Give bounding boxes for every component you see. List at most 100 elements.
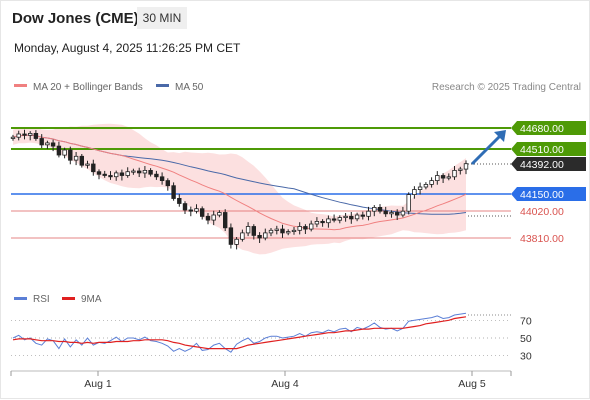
candle-up xyxy=(446,176,451,179)
candle-down xyxy=(383,210,388,215)
candle-down xyxy=(377,206,383,212)
candle-up xyxy=(458,168,463,171)
candle-down xyxy=(199,208,205,217)
candle-down xyxy=(171,185,176,199)
forecast-arrow-shaft xyxy=(470,132,504,166)
candle-up xyxy=(452,169,457,178)
candle-up xyxy=(343,215,348,219)
candle-down xyxy=(159,176,165,182)
candle-down xyxy=(440,175,446,179)
price-label-last_price: 44392.00 xyxy=(520,159,564,171)
rsi-line xyxy=(12,312,467,353)
candle-down xyxy=(68,149,73,161)
candle-down xyxy=(360,214,365,217)
chart-datetime: Monday, August 4, 2025 11:26:25 PM CET xyxy=(14,41,241,55)
price-label-resistance: 44510.00 xyxy=(520,144,564,156)
candle-down xyxy=(331,218,337,221)
x-tick-label: Aug 1 xyxy=(84,378,112,390)
rsi-axis-label: 70 xyxy=(520,315,532,327)
candle-down xyxy=(91,163,96,173)
candle-up xyxy=(217,212,222,216)
candle-up xyxy=(412,189,417,195)
candle-down xyxy=(22,133,27,136)
price-label-support: 44020.00 xyxy=(520,206,564,218)
candle-down xyxy=(56,145,62,156)
candle-up xyxy=(406,194,411,212)
timeframe-button[interactable]: 30 MIN xyxy=(137,7,187,29)
ma20-legend-swatch xyxy=(14,84,27,87)
candle-up xyxy=(285,231,291,234)
candle-down xyxy=(251,226,256,236)
candle-up xyxy=(73,155,79,161)
candle-up xyxy=(16,133,21,138)
candle-up xyxy=(435,175,440,181)
candle-up xyxy=(326,218,331,224)
candle-down xyxy=(228,227,234,245)
candle-up xyxy=(268,229,274,234)
candle-down xyxy=(303,226,308,230)
candle-down xyxy=(165,180,170,187)
candle-up xyxy=(423,183,429,188)
bollinger-band xyxy=(13,123,466,255)
credit-text: Research © 2025 Trading Central xyxy=(432,82,581,93)
candle-down xyxy=(102,173,107,176)
candle-down xyxy=(188,209,193,212)
ma20-line xyxy=(12,134,467,231)
candle-down xyxy=(50,142,56,147)
candle-up xyxy=(125,171,130,176)
candle-down xyxy=(33,132,39,139)
price-label-support: 43810.00 xyxy=(520,233,564,245)
candle-down xyxy=(119,172,125,176)
candle-down xyxy=(148,169,153,175)
candle-up xyxy=(142,169,148,174)
candle-up xyxy=(234,238,239,245)
rsi-axis-label: 30 xyxy=(520,351,532,363)
candle-down xyxy=(205,215,211,221)
candle-up xyxy=(417,186,423,190)
candle-up xyxy=(463,163,469,170)
price-tag-resistance xyxy=(511,142,586,156)
candle-up xyxy=(263,232,268,239)
ma50-legend-swatch xyxy=(156,84,169,87)
candle-up xyxy=(389,212,394,215)
candle-up xyxy=(85,163,90,166)
candle-up xyxy=(297,226,302,231)
candle-up xyxy=(211,214,216,221)
rsi-legend-swatch xyxy=(14,297,27,300)
candle-up xyxy=(114,172,119,178)
candle-up xyxy=(308,223,314,230)
candle-down xyxy=(108,175,113,178)
price-tag-pivot xyxy=(511,187,586,201)
candle-up xyxy=(240,232,245,240)
candle-down xyxy=(394,212,400,216)
candle-up xyxy=(62,149,67,156)
price-label-resistance: 44680.00 xyxy=(520,123,564,135)
candle-up xyxy=(245,226,251,234)
rsi-ma-line xyxy=(12,316,467,350)
candle-up xyxy=(337,217,342,221)
x-tick-label: Aug 4 xyxy=(271,378,299,390)
candle-up xyxy=(429,180,434,185)
price-tag-resistance xyxy=(511,121,586,135)
ma50-legend-label: MA 50 xyxy=(175,82,204,93)
candle-up xyxy=(274,228,279,231)
candle-down xyxy=(79,155,84,166)
candle-down xyxy=(96,171,102,175)
candle-up xyxy=(314,220,320,225)
rsi-ma-legend-label: 9MA xyxy=(81,294,102,305)
candle-up xyxy=(194,208,199,212)
candle-up xyxy=(10,136,16,139)
price-tag-last_price xyxy=(511,157,586,171)
candle-up xyxy=(400,210,406,216)
candle-down xyxy=(222,212,228,229)
candle-down xyxy=(320,220,325,224)
candle-up xyxy=(366,210,371,217)
candle-up xyxy=(131,170,136,173)
candle-down xyxy=(136,170,142,174)
candle-down xyxy=(154,173,159,178)
forecast-arrow-head xyxy=(494,130,506,142)
candle-down xyxy=(182,203,188,211)
